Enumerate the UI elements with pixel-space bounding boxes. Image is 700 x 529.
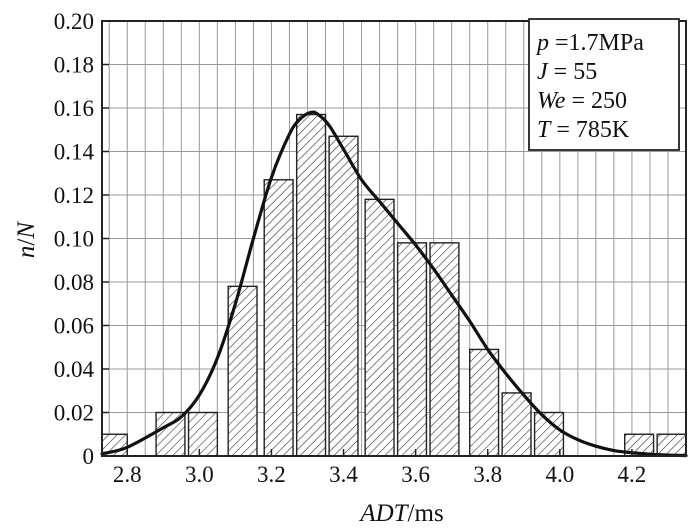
histogram-bars bbox=[101, 113, 687, 457]
y-tick-label: 0.06 bbox=[54, 314, 94, 339]
y-tick-label: 0 bbox=[83, 444, 95, 469]
legend-line-pressure: p =1.7MPa bbox=[535, 30, 644, 56]
histogram-bar-3 bbox=[187, 411, 219, 457]
x-tick-label: 3.0 bbox=[185, 462, 214, 487]
legend-line-weber-number: We = 250 bbox=[537, 88, 627, 114]
histogram-bar-6 bbox=[295, 113, 327, 457]
y-tick-labels: 0 0.02 0.04 0.06 0.08 0.10 0.12 0.14 0.16 0.18 0.2… bbox=[54, 9, 95, 469]
y-tick-label: 0.04 bbox=[54, 357, 95, 382]
histogram-bar-8 bbox=[364, 198, 395, 457]
histogram-bar-15 bbox=[656, 433, 687, 457]
x-tick-label: 2.8 bbox=[113, 462, 142, 487]
histogram-bar-7 bbox=[328, 135, 359, 457]
histogram-bar-10 bbox=[429, 242, 460, 457]
legend-box-frame bbox=[528, 18, 680, 151]
y-tick-label: 0.18 bbox=[54, 53, 94, 78]
x-tick-label: 3.2 bbox=[257, 462, 286, 487]
legend-line-temperature: T = 785K bbox=[537, 117, 630, 143]
x-tick-label: 3.4 bbox=[329, 462, 358, 487]
x-tick-labels: 2.8 3.0 3.2 3.4 3.6 3.8 4.0 4.2 bbox=[113, 462, 646, 487]
legend-annotation-box: p =1.7MPa J = 55 We = 250 T = 785K bbox=[528, 18, 680, 151]
y-tick-label: 0.08 bbox=[54, 270, 94, 295]
x-tick-label: 3.8 bbox=[473, 462, 502, 487]
y-axis-title: n/N bbox=[13, 221, 40, 258]
x-tick-label: 4.0 bbox=[545, 462, 574, 487]
histogram-bar-12 bbox=[501, 392, 532, 457]
histogram-bar-11 bbox=[469, 348, 500, 457]
y-tick-label: 0.12 bbox=[54, 183, 94, 208]
y-tick-label: 0.16 bbox=[54, 96, 94, 121]
legend-line-momentum-ratio: J = 55 bbox=[537, 59, 597, 85]
x-tick-label: 4.2 bbox=[618, 462, 647, 487]
histogram-bar-5 bbox=[263, 179, 294, 457]
y-tick-label: 0.20 bbox=[54, 9, 94, 34]
y-tick-label: 0.14 bbox=[54, 140, 95, 165]
y-tick-label: 0.10 bbox=[54, 227, 94, 252]
x-axis-title: ADT/ms bbox=[358, 500, 443, 527]
x-tick-label: 3.6 bbox=[401, 462, 430, 487]
axis-ticks bbox=[102, 20, 633, 457]
histogram-bar-9 bbox=[396, 242, 428, 457]
distribution-fit-curve bbox=[100, 110, 688, 458]
y-tick-label: 0.02 bbox=[54, 401, 94, 426]
